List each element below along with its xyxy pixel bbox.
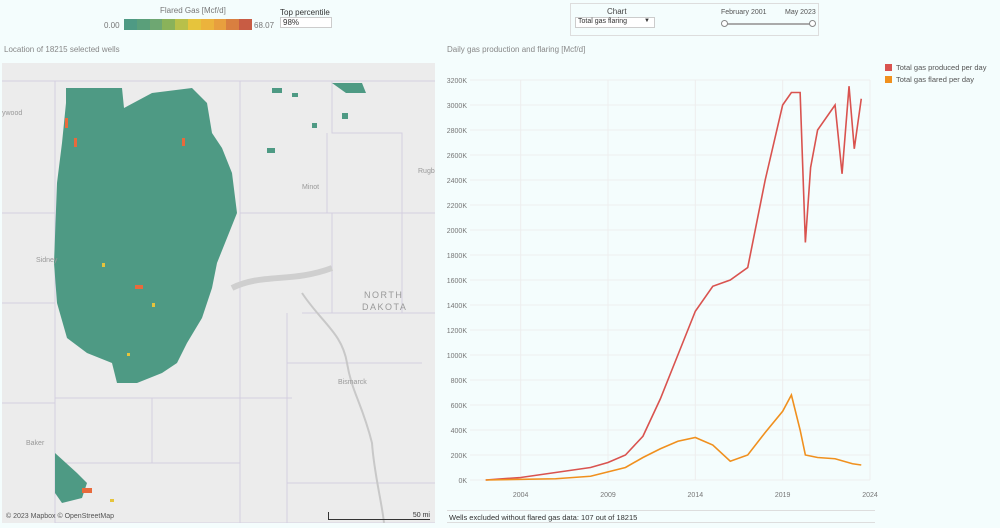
place-label: Minot [302, 184, 319, 191]
county-borders [2, 80, 435, 523]
ramp-step [124, 19, 137, 30]
y-tick-label: 1000K [447, 353, 468, 360]
ramp-step [162, 19, 176, 30]
series-line-total-gas-flared-per-day [485, 392, 862, 481]
chart-select[interactable]: Total gas flaring ▼ [575, 17, 655, 28]
x-tick-label: 2009 [600, 492, 616, 499]
ramp-step [187, 19, 201, 30]
y-tick-label: 1800K [447, 253, 468, 260]
medium-flaring-wells [102, 263, 155, 502]
y-tick-label: 800K [451, 378, 468, 385]
place-label: Rugb [418, 168, 435, 175]
y-tick-label: 400K [451, 428, 468, 435]
place-label: NORTH [364, 290, 403, 300]
date-to: May 2023 [785, 9, 816, 16]
y-tick-label: 600K [451, 403, 468, 410]
series-line-total-gas-produced-per-day [485, 86, 863, 481]
legend-min: 0.00 [104, 21, 120, 30]
date-range-slider[interactable] [723, 23, 813, 25]
y-tick-label: 2600K [447, 153, 468, 160]
dropdown-arrow-icon: ▼ [644, 18, 650, 24]
percentile-input[interactable]: 98% [280, 17, 332, 28]
x-tick-label: 2004 [513, 492, 529, 499]
map-title: Location of 18215 selected wells [4, 45, 120, 54]
excluded-wells-note: Wells excluded without flared gas data: … [447, 510, 875, 523]
y-tick-label: 3200K [447, 78, 468, 85]
ramp-step [213, 19, 227, 30]
ramp-step [175, 19, 188, 30]
chart-controls: Chart Total gas flaring ▼ February 2001 M… [570, 3, 819, 36]
legend-item[interactable]: Total gas produced per day [885, 63, 986, 72]
map-canvas: Minot Bismarck NORTH DAKOTA Sidney Baker… [2, 80, 435, 523]
y-tick-label: 200K [451, 453, 468, 460]
map-scale-bar: 50 mi [328, 512, 430, 520]
slider-end-handle[interactable] [809, 20, 816, 27]
x-tick-label: 2014 [688, 492, 704, 499]
chart-select-value: Total gas flaring [578, 18, 628, 25]
legend-item[interactable]: Total gas flared per day [885, 75, 986, 84]
y-tick-label: 1600K [447, 278, 468, 285]
x-tick-label: 2024 [862, 492, 878, 499]
y-tick-label: 2400K [447, 178, 468, 185]
y-tick-label: 2000K [447, 228, 468, 235]
chart-legend: Total gas produced per day Total gas flar… [885, 63, 986, 87]
place-label: DAKOTA [362, 302, 407, 312]
y-tick-label: 1400K [447, 303, 468, 310]
place-label: Baker [26, 440, 45, 447]
ramp-step [239, 19, 252, 30]
chart-select-label: Chart [607, 7, 627, 16]
gas-line-chart: 0K 200K 400K 600K 800K 1000K 1200K 1400K 1600K 18… [447, 78, 878, 499]
well-map[interactable]: Minot Bismarck NORTH DAKOTA Sidney Baker… [2, 63, 435, 523]
legend-label: Total gas flared per day [896, 75, 974, 84]
legend-swatch [885, 76, 892, 83]
date-from: February 2001 [721, 9, 767, 16]
legend-swatch [885, 64, 892, 71]
color-ramp [124, 19, 252, 30]
place-label: Sidney [36, 257, 58, 264]
place-label: Bismarck [338, 379, 367, 386]
ramp-step [226, 19, 240, 30]
y-tick-label: 2800K [447, 128, 468, 135]
well-clusters [54, 83, 366, 503]
legend-label: Total gas produced per day [896, 63, 987, 72]
percentile-label: Top percentile [280, 8, 330, 17]
y-tick-label: 2200K [447, 203, 468, 210]
slider-start-handle[interactable] [721, 20, 728, 27]
y-tick-label: 1200K [447, 328, 468, 335]
y-tick-label: 0K [458, 478, 467, 485]
legend-max: 68.07 [254, 21, 275, 30]
chart-title: Daily gas production and flaring [Mcf/d] [447, 45, 586, 54]
x-tick-label: 2019 [775, 492, 791, 499]
ramp-step [200, 19, 214, 30]
ramp-step [149, 19, 163, 30]
lake-sakakawea [230, 265, 334, 291]
high-flaring-wells [65, 118, 185, 493]
map-attribution[interactable]: © 2023 Mapbox © OpenStreetMap [6, 513, 114, 520]
missouri-river [301, 292, 385, 523]
place-label: ywood [2, 110, 22, 117]
y-tick-label: 3000K [447, 103, 468, 110]
color-legend-title: Flared Gas [Mcf/d] [160, 6, 226, 15]
ramp-step [136, 19, 150, 30]
